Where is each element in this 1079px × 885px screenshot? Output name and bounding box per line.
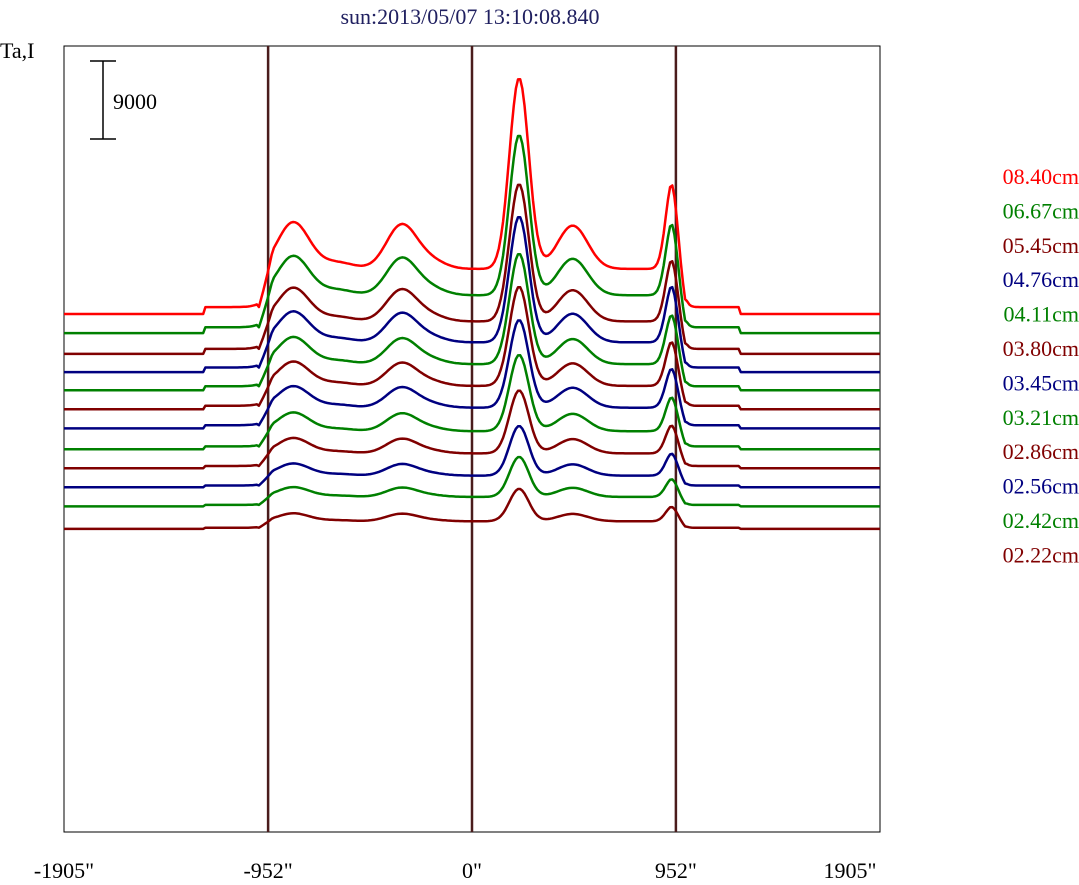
legend-item-7: 03.21cm — [1003, 405, 1079, 430]
series-lines — [64, 78, 880, 531]
series-line-9 — [64, 425, 880, 489]
series-line-3 — [64, 215, 880, 374]
x-tick-label-1: -952" — [243, 858, 292, 883]
series-line-4 — [64, 252, 880, 392]
legend-item-5: 03.80cm — [1003, 336, 1079, 361]
legend-item-6: 03.45cm — [1003, 370, 1079, 395]
series-line-8 — [64, 389, 880, 470]
series-line-10 — [64, 455, 880, 508]
series-line-6 — [64, 319, 880, 430]
x-tick-labels: -1905" -952" 0" 952" 1905" — [34, 858, 877, 883]
legend-item-10: 02.42cm — [1003, 508, 1079, 533]
legend-item-11: 02.22cm — [1003, 542, 1079, 567]
x-tick-label-3: 952" — [655, 858, 697, 883]
legend-item-1: 06.67cm — [1003, 198, 1079, 223]
series-line-11 — [64, 487, 880, 531]
series-line-2 — [64, 183, 880, 356]
chart-title: sun:2013/05/07 13:10:08.840 — [340, 4, 599, 29]
y-axis-label: Ta,I — [0, 38, 35, 63]
series-line-1 — [64, 134, 880, 335]
x-tick-label-2: 0" — [462, 858, 482, 883]
x-tick-label-4: 1905" — [824, 858, 877, 883]
legend-item-0: 08.40cm — [1003, 164, 1079, 189]
scale-bar-label: 9000 — [113, 89, 157, 114]
series-line-5 — [64, 286, 880, 411]
legend-item-9: 02.56cm — [1003, 474, 1079, 499]
vertical-markers — [266, 46, 678, 832]
legend-item-2: 05.45cm — [1003, 233, 1079, 258]
x-tick-label-0: -1905" — [34, 858, 94, 883]
legend-item-3: 04.76cm — [1003, 267, 1079, 292]
series-line-7 — [64, 354, 880, 451]
series-line-0 — [64, 78, 880, 316]
legend-item-8: 02.86cm — [1003, 439, 1079, 464]
legend-item-4: 04.11cm — [1003, 302, 1079, 327]
scale-bar: 9000 — [90, 60, 157, 140]
legend: 08.40cm 06.67cm 05.45cm 04.76cm 04.11cm 03.80… — [1003, 164, 1079, 567]
